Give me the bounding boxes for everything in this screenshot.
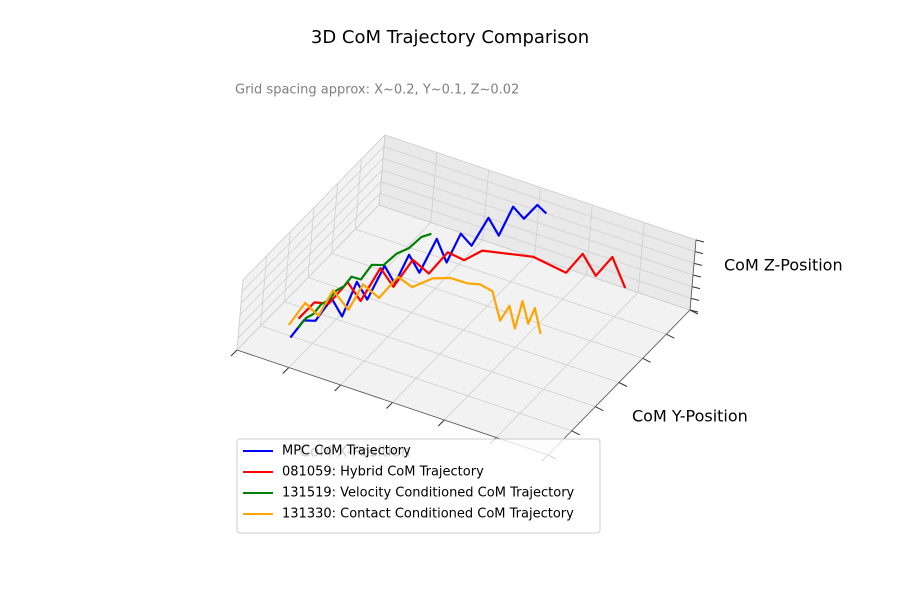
y-tick: [618, 382, 628, 387]
y-tick: [666, 333, 675, 339]
y-axis-label: CoM Y-Position: [632, 407, 748, 426]
annotation: Grid spacing approx: X~0.2, Y~0.1, Z~0.0…: [235, 83, 519, 98]
legend-label: 081059: Hybrid CoM Trajectory: [282, 465, 484, 480]
grid-line: [382, 157, 695, 264]
grid-line: [236, 204, 380, 351]
trajectory-line: [287, 275, 542, 335]
trajectory-line: [289, 203, 548, 339]
axis-line: [236, 349, 549, 456]
grid-line: [239, 169, 383, 316]
x-tick: [437, 419, 445, 427]
grid-line: [260, 325, 572, 432]
z-tick: [691, 286, 701, 290]
z-tick: [694, 251, 704, 255]
y-tick: [595, 406, 604, 412]
grid-line: [284, 301, 596, 408]
z-tick: [690, 297, 700, 301]
grid: [230, 134, 705, 462]
z-tick: [689, 309, 699, 313]
y-tick: [642, 357, 651, 363]
legend: MPC CoM Trajectory 081059: Hybrid CoM Tra…: [236, 438, 601, 534]
trajectory-line: [297, 232, 432, 329]
x-tick: [386, 402, 393, 409]
axis-line: [689, 239, 697, 311]
x-tick: [230, 349, 238, 357]
legend-box: [236, 438, 601, 534]
z-tick: [693, 262, 703, 266]
z-tick: [695, 239, 705, 243]
legend-label: 131330: Contact Conditioned CoM Trajecto…: [282, 507, 574, 522]
axis-line: [547, 309, 691, 456]
z-axis-label: CoM Z-Position: [724, 256, 843, 275]
grid-line: [307, 277, 620, 383]
x-tick: [334, 384, 342, 392]
grid-line: [241, 146, 385, 292]
x-tick: [282, 367, 290, 374]
grid-line: [238, 181, 382, 327]
trajectory-line: [297, 249, 627, 320]
lines: [287, 203, 627, 339]
grid-line: [355, 228, 667, 335]
y-tick: [571, 430, 580, 436]
grid-line: [237, 193, 381, 339]
grid-line: [379, 192, 692, 299]
grid-line: [242, 134, 386, 281]
grid-line: [384, 134, 697, 241]
grid-line: [383, 146, 696, 253]
grid-line: [380, 181, 693, 288]
z-tick: [692, 274, 702, 278]
grid-line: [381, 169, 694, 276]
legend-label: 131519: Velocity Conditioned CoM Traject…: [282, 486, 575, 501]
legend-label: MPC CoM Trajectory: [282, 444, 411, 459]
chart-title: 3D CoM Trajectory Comparison: [311, 27, 589, 48]
panes: [236, 133, 697, 456]
grid-line: [240, 158, 384, 304]
